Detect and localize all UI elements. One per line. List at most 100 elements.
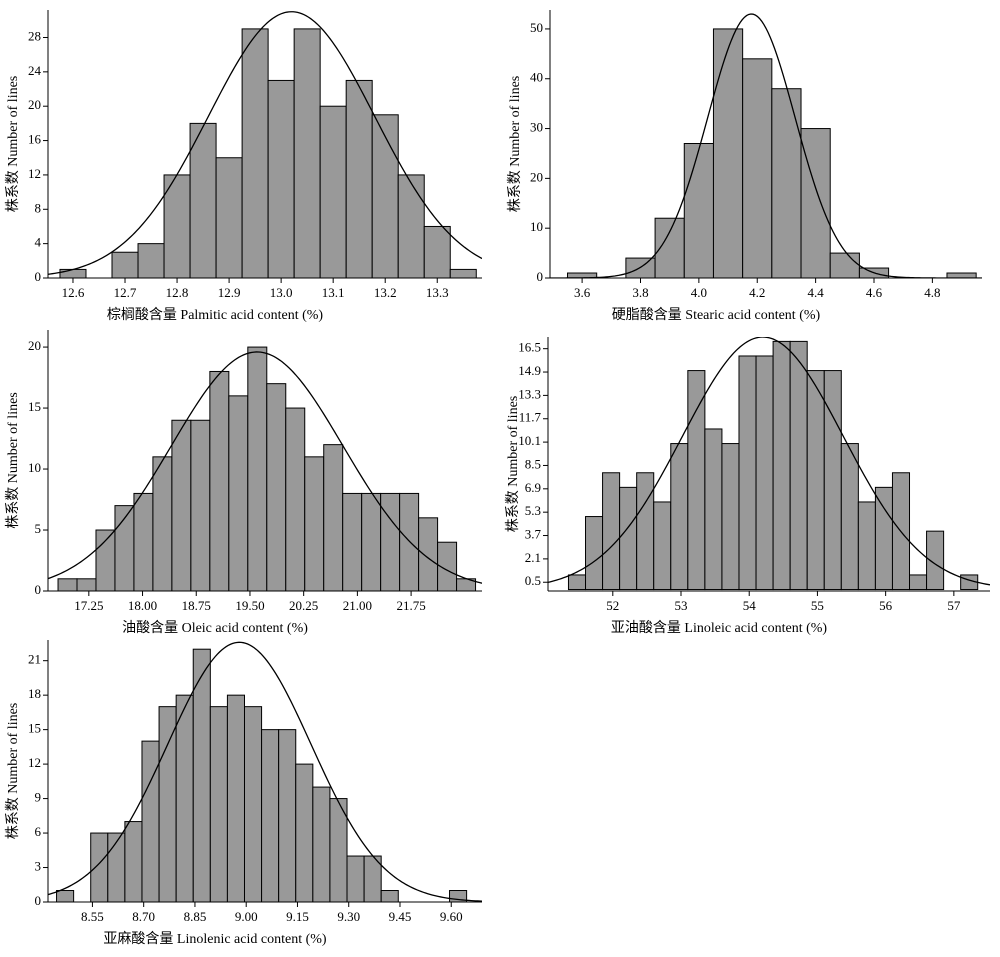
x-axis-label: 油酸含量 Oleic acid content (%) <box>122 620 308 636</box>
x-tick-label: 13.0 <box>270 285 293 300</box>
panel: 17.25 18.00 18.75 19.50 20.25 21.00 21.75 0 5 10 1… <box>5 330 482 636</box>
x-tick-label: 17.25 <box>74 598 103 613</box>
y-tick-label: 12 <box>28 755 41 770</box>
bar <box>874 486 893 591</box>
x-tick-label: 9.00 <box>235 909 258 924</box>
bar <box>380 890 399 903</box>
panel: 12.6 12.7 12.8 12.9 13.0 13.1 13.2 13.3 0 4 8 12 16 2… <box>5 10 482 323</box>
y-tick-label: 12 <box>28 166 41 181</box>
bar <box>152 456 173 592</box>
bar <box>823 370 842 591</box>
y-axis-label: 株系数 Number of lines <box>5 392 21 528</box>
y-tick-label: 20 <box>28 338 41 353</box>
bar <box>380 492 401 592</box>
bar <box>190 419 211 592</box>
y-tick-label: 10.1 <box>518 433 541 448</box>
bar <box>90 832 109 903</box>
bar <box>789 340 808 591</box>
bar <box>319 105 347 279</box>
bar <box>926 530 945 591</box>
bar <box>946 272 977 279</box>
bar <box>397 174 425 279</box>
bar <box>399 492 420 592</box>
bar <box>721 443 740 591</box>
bar <box>189 122 217 279</box>
x-tick-label: 54 <box>743 598 757 613</box>
bar <box>323 444 344 592</box>
y-tick-label: 15 <box>28 399 41 414</box>
bar <box>304 456 325 592</box>
y-tick-label: 0 <box>537 269 544 284</box>
bar <box>158 706 177 903</box>
bar <box>683 143 714 279</box>
y-tick-label: 8 <box>35 200 42 215</box>
x-tick-label: 8.85 <box>184 909 207 924</box>
x-tick-label: 9.60 <box>440 909 463 924</box>
bar <box>107 832 126 903</box>
bar <box>619 486 638 591</box>
bar <box>137 243 165 279</box>
y-tick-label: 11.7 <box>519 410 542 425</box>
y-tick-label: 2.1 <box>525 550 541 565</box>
y-tick-label: 6 <box>35 824 42 839</box>
x-axis-label: 硬脂酸含量 Stearic acid content (%) <box>612 307 821 323</box>
bar <box>95 529 116 592</box>
y-tick-label: 21 <box>28 652 41 667</box>
bar <box>567 574 587 591</box>
bar <box>755 355 774 591</box>
y-axis-label: 株系数 Number of lines <box>5 703 21 839</box>
x-tick-label: 12.6 <box>62 285 85 300</box>
y-tick-label: 6.9 <box>525 480 541 495</box>
x-tick-label: 56 <box>879 598 893 613</box>
x-tick-label: 3.6 <box>574 285 591 300</box>
y-tick-label: 9 <box>35 790 42 805</box>
bar <box>293 28 321 279</box>
y-tick-label: 40 <box>530 70 543 85</box>
bar <box>423 225 451 279</box>
y-tick-label: 14.9 <box>518 363 541 378</box>
y-tick-label: 0 <box>35 582 42 597</box>
x-tick-label: 3.8 <box>632 285 648 300</box>
y-axis-label: 株系数 Number of lines <box>5 76 21 212</box>
y-tick-label: 16.5 <box>518 340 541 355</box>
bar <box>141 740 160 903</box>
bar <box>653 501 672 591</box>
y-tick-label: 4 <box>35 235 42 250</box>
x-tick-label: 4.2 <box>749 285 765 300</box>
fit-curve <box>48 11 482 275</box>
bar <box>312 786 331 903</box>
x-tick-label: 12.8 <box>166 285 189 300</box>
y-tick-label: 16 <box>28 132 42 147</box>
bar <box>56 890 75 903</box>
y-tick-label: 30 <box>530 120 543 135</box>
y-tick-label: 0 <box>35 893 42 908</box>
y-tick-label: 5 <box>35 521 42 536</box>
y-tick-label: 0 <box>35 269 42 284</box>
x-tick-label: 4.0 <box>691 285 707 300</box>
bar <box>247 346 268 592</box>
x-tick-label: 9.45 <box>389 909 412 924</box>
x-axis-label: 棕榈酸含量 Palmitic acid content (%) <box>107 307 324 323</box>
panel: 52 53 54 55 56 57 0.5 2.1 3.7 5.3 6.9 8.5 10.1 11.7 13… <box>505 337 990 636</box>
y-tick-label: 24 <box>28 63 42 78</box>
bar <box>285 407 306 592</box>
bar <box>806 370 825 591</box>
fit-curve <box>48 351 482 584</box>
bar <box>124 821 143 903</box>
bar <box>800 128 831 279</box>
bar <box>602 472 621 591</box>
bar <box>636 472 655 591</box>
y-tick-label: 50 <box>530 20 543 35</box>
x-tick-label: 4.4 <box>807 285 824 300</box>
x-tick-label: 4.8 <box>924 285 940 300</box>
bar <box>261 729 280 903</box>
x-tick-label: 18.00 <box>128 598 157 613</box>
x-tick-label: 19.50 <box>235 598 264 613</box>
bar <box>857 501 876 591</box>
x-tick-label: 18.75 <box>182 598 211 613</box>
y-tick-label: 0.5 <box>525 573 541 588</box>
bar <box>243 706 263 903</box>
bar <box>57 578 78 592</box>
bar <box>738 355 757 591</box>
